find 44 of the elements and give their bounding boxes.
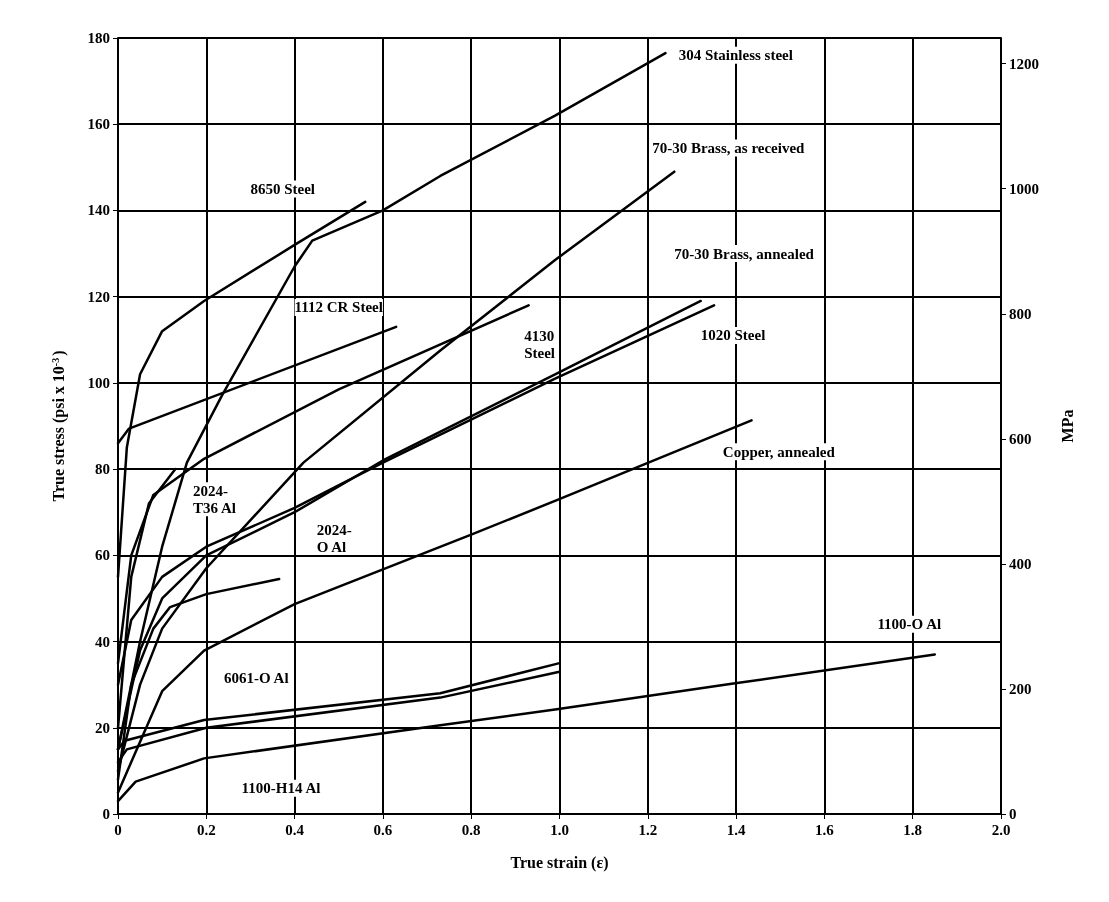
annotation: 2024- O Al [316,521,352,555]
y2-tick-label: 0 [1009,806,1017,822]
y-tick-label: 160 [87,116,110,133]
annotation: 1112 CR Steel [294,299,383,316]
y-tick-label: 20 [95,719,110,736]
x-tick-label: 1.8 [903,821,923,838]
y-tick-label: 140 [87,202,110,219]
x-tick-label: 1.2 [638,821,658,838]
annotation: 2024- T36 Al [193,482,236,516]
y-tick-label: 180 [87,30,110,46]
x-tick-label: 1.4 [726,821,746,838]
x-axis-title: True strain (ε) [510,853,609,872]
x-tick-label: 2.0 [991,821,1011,838]
annotation: 4130 Steel [524,327,556,361]
y-tick-label: 0 [102,806,110,822]
x-tick-label: 0.4 [285,821,305,838]
annotation: 1020 Steel [700,327,766,344]
y2-axis-title: MPa [1058,409,1076,443]
annotation: 8650 Steel [250,180,316,197]
y2-tick-label: 400 [1009,555,1032,572]
x-tick-label: 0.6 [373,821,393,838]
annotation: 1100-H14 Al [241,780,321,797]
x-tick-label: 0.2 [196,821,216,838]
x-tick-label: 1.6 [815,821,835,838]
y-tick-label: 120 [87,288,110,305]
x-tick-label: 0 [114,821,122,838]
y2-tick-label: 1200 [1009,55,1039,72]
y-tick-label: 100 [87,374,110,391]
x-tick-label: 0.8 [461,821,481,838]
y-tick-label: 40 [95,633,110,650]
annotation: 304 Stainless steel [678,47,793,64]
annotation: 6061-O Al [223,670,289,687]
y2-tick-label: 600 [1009,430,1032,447]
x-tick-label: 1.0 [550,821,569,838]
y-tick-label: 80 [95,461,110,478]
y2-tick-label: 800 [1009,305,1032,322]
y-axis-title: True stress (psi x 10-3) [49,350,68,502]
annotation: 70-30 Brass, as received [652,139,806,156]
y2-tick-label: 1000 [1009,180,1039,197]
annotation: 70-30 Brass, annealed [674,245,815,262]
annotation: Copper, annealed [722,443,836,460]
y-tick-label: 60 [95,547,110,564]
annotation: 1100-O Al [877,616,942,633]
y2-tick-label: 200 [1009,680,1032,697]
